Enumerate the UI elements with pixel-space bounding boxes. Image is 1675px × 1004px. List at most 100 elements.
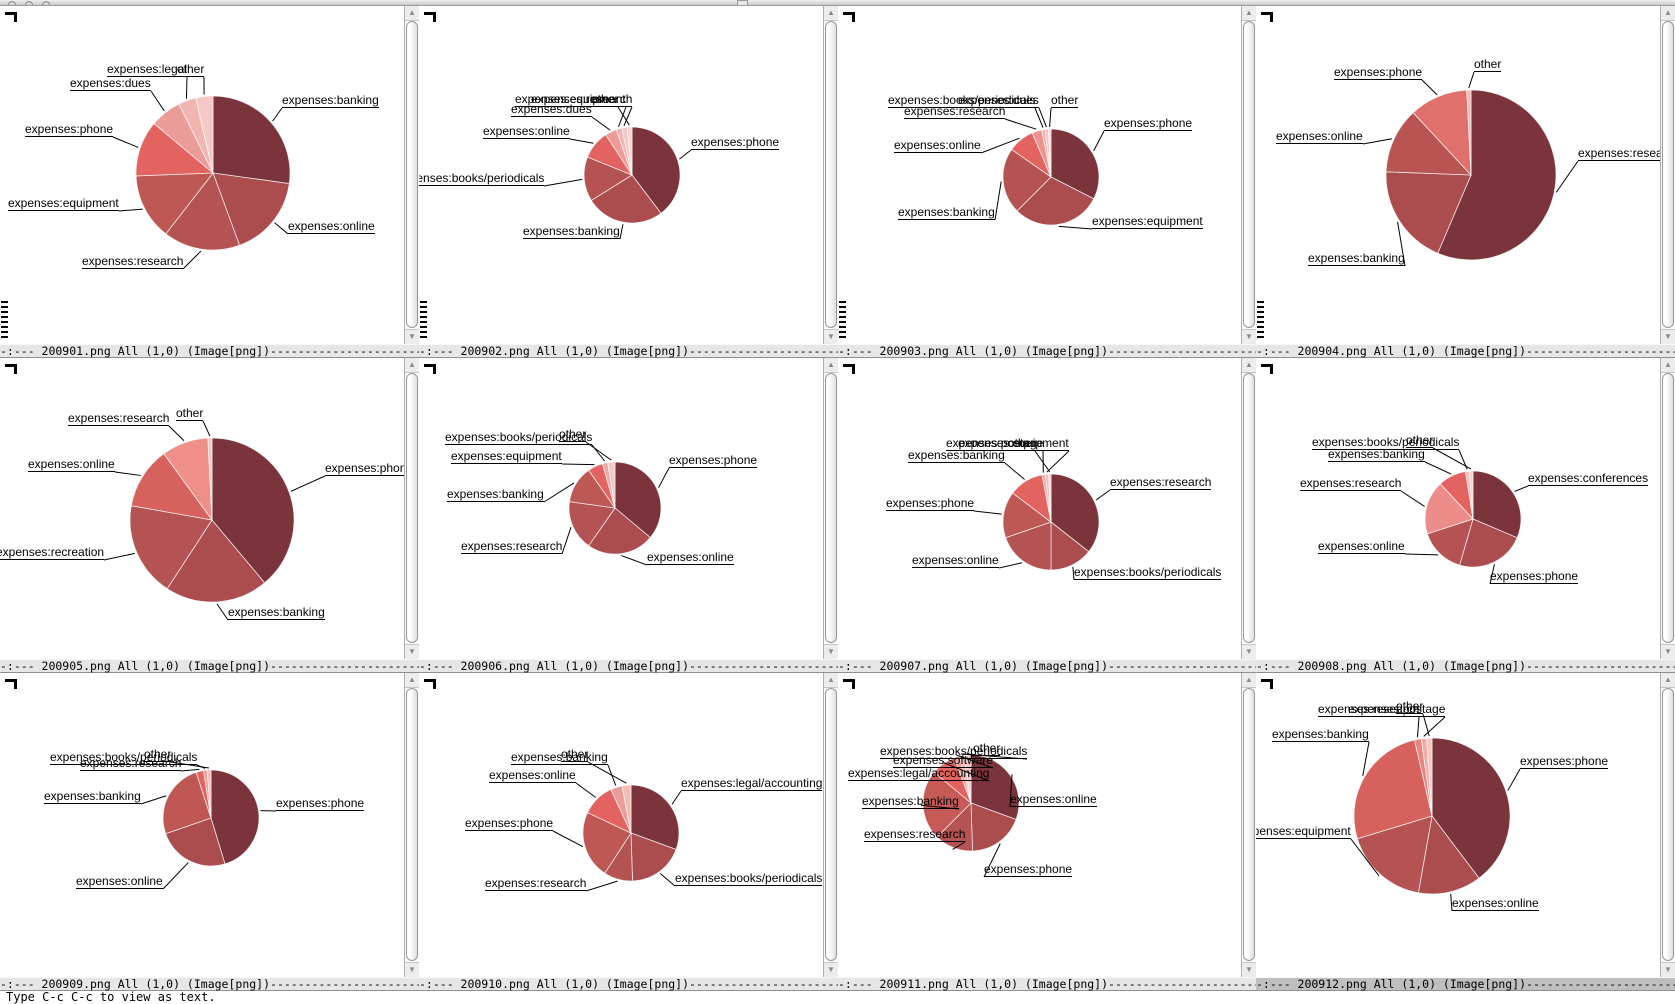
scroll-up-arrow-icon[interactable]: ▲	[1242, 358, 1256, 373]
pie-slice	[1459, 518, 1518, 568]
pie-label: expenses:banking	[1308, 251, 1405, 266]
scroll-up-arrow-icon[interactable]: ▲	[824, 673, 838, 688]
scrollbar-thumb[interactable]	[1243, 21, 1255, 328]
fringe-dashes-icon	[420, 301, 427, 339]
scroll-down-arrow-icon[interactable]: ▼	[1242, 962, 1256, 977]
scroll-up-arrow-icon[interactable]: ▲	[405, 673, 419, 688]
pie-slice	[195, 95, 214, 174]
scroll-down-arrow-icon[interactable]: ▼	[824, 329, 838, 344]
pie-label: expenses:legal	[107, 62, 188, 77]
scroll-up-arrow-icon[interactable]: ▲	[1661, 6, 1675, 21]
pie-slice	[1048, 473, 1052, 523]
image-buffer-content: expenses:books/periodicals other expenses:…	[419, 358, 838, 659]
scrollbar[interactable]: ▲ ▼	[1241, 358, 1256, 659]
modeline[interactable]: -:--- 200908.png All (1,0) (Image[png])-…	[1256, 659, 1675, 673]
modeline[interactable]: -:--- 200912.png All (1,0) (Image[png])-…	[1256, 977, 1675, 991]
scrollbar-thumb[interactable]	[1662, 688, 1674, 961]
label-leader-line	[140, 795, 167, 805]
scrollbar-thumb[interactable]	[825, 21, 837, 328]
scrollbar-thumb[interactable]	[1243, 688, 1255, 961]
modeline[interactable]: -:--- 200910.png All (1,0) (Image[png])-…	[419, 977, 838, 991]
scroll-up-arrow-icon[interactable]: ▲	[824, 358, 838, 373]
scroll-down-arrow-icon[interactable]: ▼	[1661, 644, 1675, 659]
scroll-down-arrow-icon[interactable]: ▼	[824, 644, 838, 659]
pie-label: expenses:online	[76, 874, 163, 889]
scroll-up-arrow-icon[interactable]: ▲	[1661, 673, 1675, 688]
scrollbar[interactable]: ▲ ▼	[1660, 673, 1675, 977]
scrollbar[interactable]: ▲ ▼	[1241, 673, 1256, 977]
pie-label: expenses:equipment	[8, 196, 119, 211]
scroll-down-arrow-icon[interactable]: ▼	[1242, 644, 1256, 659]
scroll-down-arrow-icon[interactable]: ▼	[1661, 962, 1675, 977]
scrollbar[interactable]: ▲ ▼	[1660, 6, 1675, 344]
pie-slice	[970, 802, 1017, 852]
image-buffer-content: expenses:research other expenses:online exp…	[0, 358, 419, 659]
modeline[interactable]: -:--- 200904.png All (1,0) (Image[png])-…	[1256, 344, 1675, 358]
pie-label: expenses:phone	[691, 135, 780, 150]
scrollbar-thumb[interactable]	[406, 21, 418, 328]
label-leader-line	[216, 603, 229, 621]
scrollbar[interactable]: ▲ ▼	[1241, 6, 1256, 344]
pie-label: expenses:postage	[1348, 702, 1446, 717]
label-leader-line	[103, 552, 136, 561]
pie-slice	[1466, 89, 1472, 176]
scroll-down-arrow-icon[interactable]: ▼	[824, 962, 838, 977]
scrollbar-thumb[interactable]	[406, 688, 418, 961]
scroll-down-arrow-icon[interactable]: ▼	[405, 644, 419, 659]
pie-slice	[1417, 815, 1480, 895]
pie-label: expenses:research	[68, 411, 170, 426]
label-leader-line	[575, 782, 597, 798]
modeline[interactable]: -:--- 200909.png All (1,0) (Image[png])-…	[0, 977, 419, 991]
scroll-up-arrow-icon[interactable]: ▲	[1242, 6, 1256, 21]
scrollbar-thumb[interactable]	[1662, 21, 1674, 328]
modeline[interactable]: -:--- 200903.png All (1,0) (Image[png])-…	[838, 344, 1256, 358]
scroll-up-arrow-icon[interactable]: ▲	[1242, 673, 1256, 688]
pie-label: expenses:equipment	[1092, 214, 1203, 229]
modeline[interactable]: -:--- 200907.png All (1,0) (Image[png])-…	[838, 659, 1256, 673]
pie-label: expenses:legal/accounting	[681, 776, 823, 791]
label-leader-line	[1072, 566, 1075, 581]
pie-slice	[135, 172, 214, 235]
pie-label: expenses:phone	[669, 453, 758, 468]
scrollbar[interactable]: ▲ ▼	[1660, 358, 1675, 659]
modeline[interactable]: -:--- 200905.png All (1,0) (Image[png])-…	[0, 659, 419, 673]
pie-label: expenses:books/periodicals	[445, 430, 593, 445]
modeline[interactable]: -:--- 200901.png All (1,0) (Image[png])-…	[0, 344, 419, 358]
scrollbar[interactable]: ▲ ▼	[823, 673, 838, 977]
pie-slice	[1385, 112, 1472, 176]
label-leader-line	[1489, 564, 1495, 585]
label-leader-line	[973, 510, 1002, 515]
pie-chart	[543, 441, 670, 566]
minimize-button[interactable]	[25, 1, 33, 5]
label-leader-line	[1417, 716, 1420, 738]
pie-label: expenses:research	[1110, 475, 1212, 490]
scroll-up-arrow-icon[interactable]: ▲	[1661, 358, 1675, 373]
scrollbar-thumb[interactable]	[825, 373, 837, 643]
modeline[interactable]: -:--- 200911.png All (1,0) (Image[png])-…	[838, 977, 1256, 991]
scrollbar[interactable]: ▲ ▼	[404, 6, 419, 344]
scrollbar-thumb[interactable]	[1662, 373, 1674, 643]
scroll-down-arrow-icon[interactable]: ▼	[1242, 329, 1256, 344]
label-leader-line	[998, 562, 1023, 569]
close-button[interactable]	[8, 1, 16, 5]
scroll-down-arrow-icon[interactable]: ▼	[405, 329, 419, 344]
scrollbar-thumb[interactable]	[1243, 373, 1255, 643]
label-leader-line	[585, 441, 612, 461]
scroll-up-arrow-icon[interactable]: ▲	[824, 6, 838, 21]
window-titlebar	[0, 0, 1675, 6]
scrollbar-thumb[interactable]	[406, 373, 418, 643]
scroll-down-arrow-icon[interactable]: ▼	[405, 962, 419, 977]
label-leader-line	[1507, 768, 1521, 791]
zoom-button[interactable]	[42, 1, 50, 5]
fringe-corner-icon	[1261, 679, 1273, 689]
scrollbar[interactable]: ▲ ▼	[823, 358, 838, 659]
scroll-down-arrow-icon[interactable]: ▼	[1661, 329, 1675, 344]
scroll-up-arrow-icon[interactable]: ▲	[405, 358, 419, 373]
scrollbar[interactable]: ▲ ▼	[823, 6, 838, 344]
scrollbar[interactable]: ▲ ▼	[404, 673, 419, 977]
modeline[interactable]: -:--- 200906.png All (1,0) (Image[png])-…	[419, 659, 838, 673]
scroll-up-arrow-icon[interactable]: ▲	[405, 6, 419, 21]
modeline[interactable]: -:--- 200902.png All (1,0) (Image[png])-…	[419, 344, 838, 358]
scrollbar[interactable]: ▲ ▼	[404, 358, 419, 659]
scrollbar-thumb[interactable]	[825, 688, 837, 961]
